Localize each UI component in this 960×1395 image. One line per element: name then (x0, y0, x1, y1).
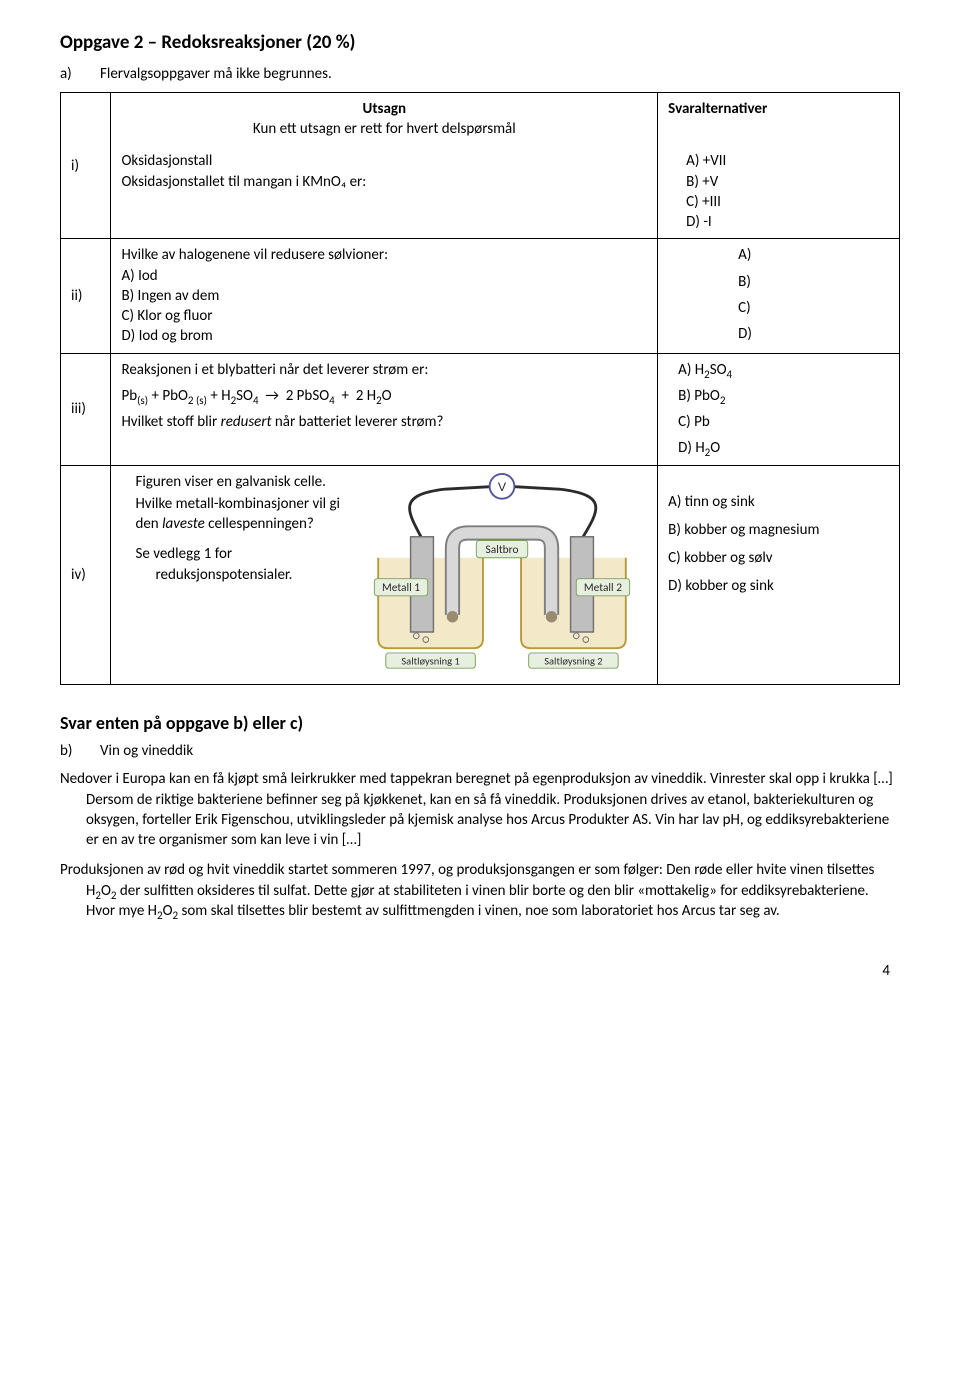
row-iv-answers: A) tinn og sink B) kobber og magnesium C… (658, 465, 900, 684)
row-iv-question: Figuren viser en galvanisk celle. Hvilke… (111, 465, 658, 684)
part-a-row: a) Flervalgsoppgaver må ikke begrunnes. (60, 64, 900, 84)
row-iv-t3: Se vedlegg 1 for reduksjonspotensialer. (135, 544, 347, 585)
row-iii-ans-d: D) H2O (678, 438, 889, 458)
row-iii-ans-b: B) PbO2 (678, 386, 889, 406)
row-i-label: i) (61, 92, 111, 239)
row-ii-q5: D) Iod og brom (121, 326, 647, 346)
fig-s1: Saltløysning 1 (402, 654, 460, 667)
task-title: Oppgave 2 – Redoksreaksjoner (20 %) (60, 30, 900, 56)
part-b-label: b) (60, 741, 82, 761)
row-ii-ans-d: D) (738, 324, 889, 344)
galvanic-cell-figure: V Saltbro (357, 472, 647, 678)
row-i-ans-a: A) +VII (686, 151, 889, 171)
part-a-text: Flervalgsoppgaver må ikke begrunnes. (100, 64, 332, 84)
page-number: 4 (0, 951, 960, 1001)
row-iv-label: iv) (61, 465, 111, 684)
utsagn-hdr-line1: Utsagn (121, 99, 647, 119)
row-ii-q2: A) Iod (121, 266, 647, 286)
row-ii-question: Hvilke av halogenene vil redusere sølvio… (111, 239, 658, 353)
fig-saltbro: Saltbro (486, 543, 519, 557)
row-ii-ans-b: B) (738, 272, 889, 292)
row-i-ans-b: B) +V (686, 172, 889, 192)
fig-m2: Metall 2 (584, 581, 622, 595)
svar-enten-heading: Svar enten på oppgave b) eller c) (60, 711, 900, 735)
para-2: Produksjonen av rød og hvit vineddik sta… (60, 860, 900, 921)
part-a-label: a) (60, 64, 82, 84)
part-b-row: b) Vin og vineddik (60, 741, 900, 761)
row-i-q1: Oksidasjonstall (121, 151, 647, 171)
row-ii-ans-c: C) (738, 298, 889, 318)
row-i-ans-c: C) +III (686, 192, 889, 212)
fig-v-label: V (498, 480, 507, 494)
row-iii-q2: Pb(s) + PbO2 (s) + H2SO4 → 2 PbSO4 + 2 H… (121, 386, 647, 406)
row-iv-ans-c: C) kobber og sølv (668, 548, 889, 568)
row-iii-q3: Hvilket stoff blir redusert når batterie… (121, 412, 647, 432)
row-iv-ans-d: D) kobber og sink (668, 576, 889, 596)
row-ii-answers: A) B) C) D) (658, 239, 900, 353)
row-ii-q3: B) Ingen av dem (121, 286, 647, 306)
para-1: Nedover i Europa kan en få kjøpt små lei… (60, 769, 900, 850)
row-iv-text: Figuren viser en galvanisk celle. Hvilke… (121, 472, 347, 678)
row-iv-ans-b: B) kobber og magnesium (668, 520, 889, 540)
row-iv-ans-a: A) tinn og sink (668, 492, 889, 512)
row-iii-answers: A) H2SO4 B) PbO2 C) Pb D) H2O (658, 353, 900, 465)
row-iii-ans-c: C) Pb (678, 412, 889, 432)
svar-header: Svaralternativer (658, 92, 900, 145)
row-ii-label: ii) (61, 239, 111, 353)
row-i-ans-d: D) -I (686, 212, 889, 232)
utsagn-hdr-line2: Kun ett utsagn er rett for hvert delspør… (121, 119, 647, 139)
utsagn-header: Utsagn Kun ett utsagn er rett for hvert … (111, 92, 658, 145)
fig-s2: Saltløysning 2 (544, 654, 602, 667)
row-i-q2: Oksidasjonstallet til mangan i KMnO₄ er: (121, 172, 647, 192)
row-i-answers: A) +VII B) +V C) +III D) -I (658, 145, 900, 239)
row-iii-ans-a: A) H2SO4 (678, 360, 889, 380)
mc-table: i) Utsagn Kun ett utsagn er rett for hve… (60, 92, 900, 685)
part-b-text: Vin og vineddik (100, 741, 193, 761)
row-i-question: Oksidasjonstall Oksidasjonstallet til ma… (111, 145, 658, 239)
row-iii-q1: Reaksjonen i et blybatteri når det lever… (121, 360, 647, 380)
row-ii-q4: C) Klor og fluor (121, 306, 647, 326)
row-iii-question: Reaksjonen i et blybatteri når det lever… (111, 353, 658, 465)
row-ii-q1: Hvilke av halogenene vil redusere sølvio… (121, 245, 647, 265)
row-ii-ans-a: A) (738, 245, 889, 265)
row-iii-label: iii) (61, 353, 111, 465)
row-iv-t1: Figuren viser en galvanisk celle. (135, 472, 347, 492)
fig-m1: Metall 1 (382, 581, 420, 595)
row-iv-t2: Hvilke metall-kombinasjoner vil gi den l… (135, 494, 347, 535)
